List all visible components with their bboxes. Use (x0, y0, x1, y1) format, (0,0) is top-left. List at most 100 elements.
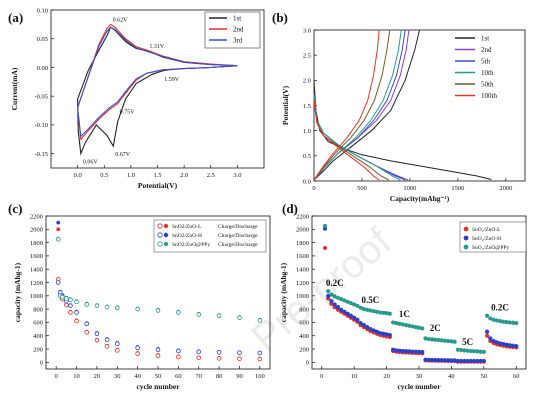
charge-point-SnO2/ZnO@PPy (237, 315, 242, 321)
y-tick-label: 0.0 (303, 178, 311, 185)
rate-point-SnO₂/ZnO@PPy (468, 348, 473, 354)
charge-point-SnO2/ZnO-H (74, 310, 79, 315)
y-tick-label: 400 (299, 333, 309, 340)
charge-point-SnO2/ZnO@PPy (155, 308, 161, 313)
y-tick-label: 0.00 (37, 65, 48, 72)
x-tick-label: 0 (55, 373, 58, 380)
legend-marker (163, 241, 169, 247)
rate-point-SnO₂/ZnO-H (387, 332, 392, 338)
rate-point-SnO₂/ZnO-H (403, 349, 409, 354)
x-tick-label: 60 (175, 373, 182, 380)
charge-point-SnO2/ZnO@PPy (68, 297, 73, 303)
rate-point-SnO₂/ZnO-H (355, 317, 360, 322)
y-tick-label: 600 (33, 320, 43, 327)
charge-point-SnO2/ZnO-L (196, 355, 202, 360)
legend-marker (157, 241, 163, 247)
rate-point-SnO₂/ZnO@PPy (371, 309, 376, 314)
y-tick-label: 1000 (296, 293, 309, 300)
rate-point-SnO₂/ZnO@PPy (478, 349, 483, 354)
rate-point-SnO₂/ZnO-H (446, 358, 451, 363)
y-tick-label: 1200 (30, 280, 43, 287)
rate-label: 0.5C (361, 295, 379, 305)
charge-point-SnO2/ZnO@PPy (176, 310, 181, 315)
charge-point-SnO2/ZnO-L (216, 356, 222, 361)
peak-annotation: 1.31V (149, 44, 165, 50)
x-tick-label: 90 (236, 373, 243, 380)
y-tick-label: 0.5 (303, 153, 311, 160)
panel-label: (a) (8, 10, 23, 25)
rate-point-SnO₂/ZnO@PPy (488, 316, 493, 321)
rate-point-SnO₂/ZnO-L (322, 245, 328, 251)
discharge-curve-10th (313, 95, 401, 181)
x-tick-label: 10 (351, 373, 358, 380)
y-tick-label: 200 (33, 346, 43, 353)
y-tick-label: 1000 (30, 293, 43, 300)
legend-marker (463, 235, 469, 241)
y-tick-label: 2.0 (303, 78, 311, 85)
rate-point-SnO₂/ZnO-L (484, 333, 490, 338)
charge-point-SnO2/ZnO-H (257, 350, 263, 356)
rate-point-SnO₂/ZnO-H (455, 358, 461, 364)
y-tick-label: 1.0 (303, 128, 311, 135)
rate-point-SnO₂/ZnO@PPy (501, 319, 506, 324)
rate-point-SnO₂/ZnO-H (494, 340, 499, 345)
rate-point-SnO₂/ZnO@PPy (355, 303, 360, 308)
legend-label: SnO₂/ZnO-H (472, 236, 501, 242)
x-tick-label: 1500 (451, 185, 464, 192)
rate-point-SnO₂/ZnO@PPy (390, 320, 396, 325)
rate-point-SnO₂/ZnO-H (439, 358, 444, 363)
rate-point-SnO₂/ZnO@PPy (345, 299, 350, 304)
legend-label: 50th (481, 81, 494, 89)
rate-point-SnO₂/ZnO-H (381, 331, 386, 336)
x-tick-label: 0 (320, 373, 323, 380)
rate-point-SnO₂/ZnO@PPy (394, 321, 399, 326)
charge-point-SnO2/ZnO-L (84, 330, 90, 335)
rate-point-SnO₂/ZnO@PPy (365, 307, 370, 312)
rate-point-SnO₂/ZnO@PPy (413, 324, 418, 330)
y-axis-label: Current(mA) (10, 67, 19, 110)
y-tick-label: 400 (33, 333, 43, 340)
x-axis-label: cycle number (136, 382, 180, 391)
rate-point-SnO₂/ZnO-H (462, 358, 467, 364)
charge-point-SnO2/ZnO-H (94, 331, 100, 337)
charge-point-SnO2/ZnO@PPy (84, 302, 90, 307)
rate-point-SnO₂/ZnO-H (384, 332, 389, 337)
charge-curve-1st (313, 29, 420, 181)
legend-label: 3rd (233, 37, 243, 45)
legend-label: 2nd (481, 46, 492, 54)
rate-point-SnO₂/ZnO@PPy (475, 349, 480, 354)
charge-point-SnO2/ZnO@PPy (135, 306, 140, 312)
rate-point-SnO₂/ZnO-H (416, 349, 422, 354)
charge-point-SnO2/ZnO-L (64, 302, 69, 308)
rate-point-SnO₂/ZnO@PPy (407, 323, 412, 328)
rate-point-SnO₂/ZnO-H (459, 358, 464, 364)
rate-point-SnO₂/ZnO-H (371, 328, 376, 333)
legend-label: Charge/Discharge (218, 242, 258, 248)
legend-label: 5th (481, 58, 490, 66)
rate-point-SnO₂/ZnO@PPy (352, 302, 357, 307)
x-tick-label: 40 (134, 373, 141, 380)
charge-point-SnO2/ZnO-L (257, 356, 263, 362)
rate-point-SnO₂/ZnO-H (465, 358, 470, 364)
charge-point-SnO2/ZnO@PPy (104, 304, 110, 310)
panel-label: (d) (282, 201, 298, 216)
x-axis-label: cycle number (397, 382, 441, 391)
legend-label: 1st (481, 35, 489, 43)
rate-label: 5C (462, 337, 473, 347)
panel-label: (c) (8, 201, 22, 216)
rate-point-SnO₂/ZnO@PPy (484, 313, 490, 318)
peak-annotation: 0.62V (113, 17, 129, 23)
rate-point-SnO₂/ZnO-H (510, 343, 516, 348)
rate-point-SnO₂/ZnO@PPy (449, 339, 454, 344)
x-tick-label: 500 (357, 185, 367, 192)
charge-point-SnO2/ZnO@PPy (196, 312, 202, 317)
x-axis-label: Potential(V) (138, 181, 178, 190)
y-tick-label: 800 (299, 306, 309, 313)
y-tick-label: 200 (299, 346, 309, 353)
rate-point-SnO₂/ZnO@PPy (462, 348, 467, 353)
x-tick-label: 20 (94, 373, 101, 380)
x-tick-label: 40 (448, 373, 455, 380)
charge-point-SnO2/ZnO@PPy (74, 299, 79, 305)
peak-annotation: 0.75V (120, 110, 136, 116)
charge-curve-50th (313, 29, 391, 181)
